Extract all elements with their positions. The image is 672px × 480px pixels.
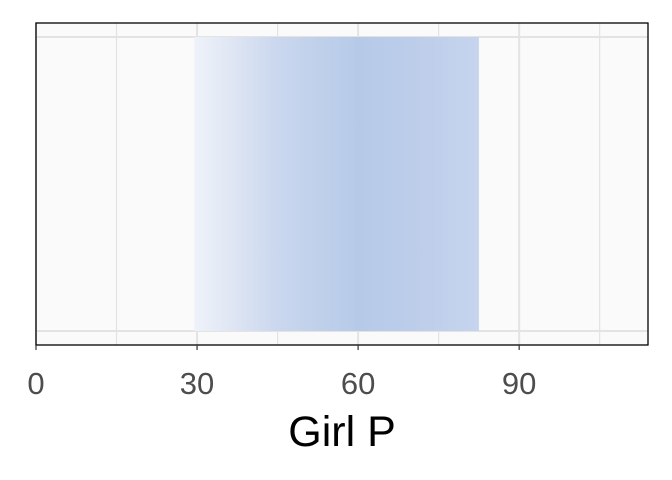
x-axis-title: Girl P — [288, 408, 396, 456]
x-tick-label: 60 — [341, 366, 375, 401]
plot-border — [35, 22, 649, 346]
distribution-band — [194, 37, 479, 331]
x-tick-label: 90 — [502, 366, 536, 401]
x-tick-label: 0 — [27, 366, 44, 401]
x-axis-ticks: 0 30 60 90 — [27, 345, 536, 401]
x-tick-label: 30 — [180, 366, 214, 401]
